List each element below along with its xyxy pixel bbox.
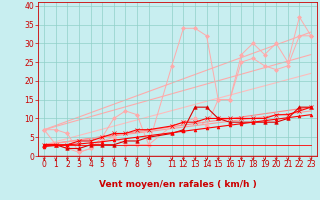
X-axis label: Vent moyen/en rafales ( km/h ): Vent moyen/en rafales ( km/h ) xyxy=(99,180,256,189)
